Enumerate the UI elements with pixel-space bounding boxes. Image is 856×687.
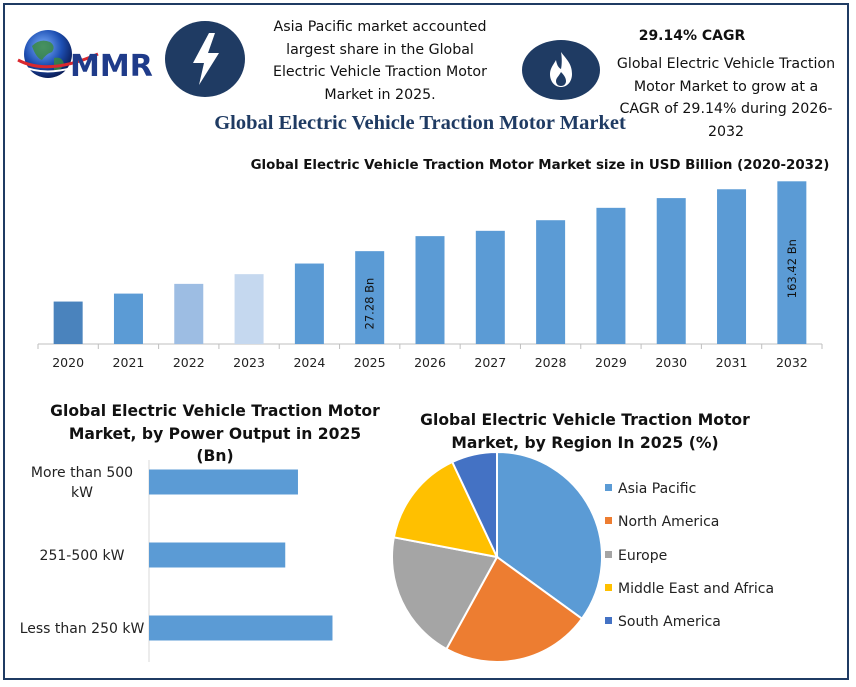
border-frame [3,3,849,680]
lightning-bolt-icon [165,21,245,97]
flame-icon [522,40,600,100]
cagr-title: 29.14% CAGR [638,28,746,44]
bar-chart-title: Global Electric Vehicle Traction Motor M… [250,158,830,173]
region-pie-chart-title: Global Electric Vehicle Traction Motor M… [420,411,750,452]
info-left-text: Asia Pacific market accounted largest sh… [273,19,487,103]
power-output-chart-title: Global Electric Vehicle Traction Motor M… [50,402,380,465]
info-right-text: Global Electric Vehicle Traction Motor M… [616,56,836,140]
mmr-logo: MMR [17,30,153,84]
main-title: Global Electric Vehicle Traction Motor M… [214,112,626,134]
logo-text: MMR [70,49,153,84]
